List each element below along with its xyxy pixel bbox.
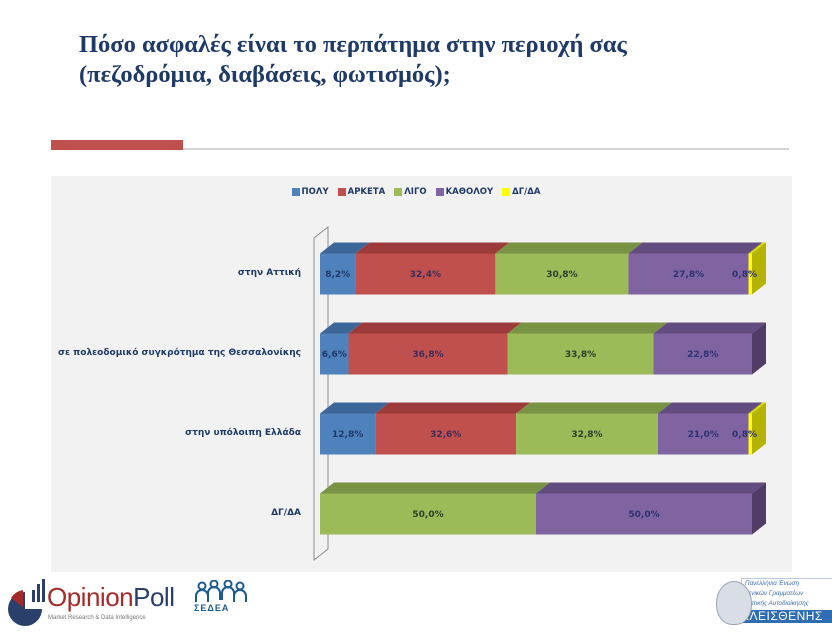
category-label: στην υπόλοιπη Ελλάδα: [185, 428, 301, 438]
legend-item: ΠΟΛΥ: [291, 187, 329, 197]
data-label: 32,6%: [430, 430, 461, 440]
bar-segment: [653, 333, 752, 375]
bar-segment-top: [748, 402, 766, 414]
bar-segment-top: [355, 242, 510, 254]
kleisthenis-name: ΚΛΕΙΣΘΕΝΗΣ: [737, 610, 832, 623]
title-accent-bar: [51, 140, 183, 150]
people-group-icon: [195, 580, 247, 602]
legend-item: ΛΙΓΟ: [394, 187, 427, 197]
category-label: ΔΓ/ΔΑ: [271, 508, 301, 518]
data-label: 36,8%: [412, 350, 443, 360]
bar-segment-top: [375, 402, 531, 414]
legend-swatch: [337, 188, 346, 196]
data-label: 6,6%: [322, 350, 347, 360]
title-divider-line: [183, 148, 789, 150]
chart-legend: ΠΟΛΥ ΑΡΚΕΤΑ ΛΙΓΟ ΚΑΘΟΛΟΥ ΔΓ/ΔΑ: [0, 187, 832, 197]
bar-segment: [375, 413, 517, 455]
bar-segment: [516, 413, 658, 455]
bar-segment: [536, 493, 752, 535]
bar-segment: [320, 413, 376, 455]
bar-segment-top: [516, 402, 672, 414]
bar-segment-top: [495, 242, 643, 254]
data-label: 22,8%: [687, 350, 718, 360]
opinionpoll-tagline: Market Research & Data Intelligence: [48, 615, 146, 621]
bar-segment-top: [653, 322, 766, 334]
legend-label: ΔΓ/ΔΑ: [512, 187, 541, 197]
legend-label: ΚΑΘΟΛΟΥ: [445, 187, 494, 197]
bar-segment-top: [507, 322, 668, 334]
data-label: 50,0%: [628, 510, 659, 520]
bar-segment-side: [752, 322, 766, 375]
bar-segment-top: [536, 482, 766, 494]
data-label: 30,8%: [546, 270, 577, 280]
opinionpoll-wordmark: OpinionPoll: [47, 582, 175, 612]
data-label: 21,0%: [688, 430, 719, 440]
bar-segment: [355, 253, 496, 295]
data-label: 12,8%: [332, 430, 363, 440]
title-line-1: Πόσο ασφαλές είναι το περπάτημα στην περ…: [79, 31, 627, 58]
kleisthenis-logo: Πανελλήνια Ένωση Γενικών Γραμματέων Τοπι…: [715, 577, 832, 627]
legend-swatch: [502, 188, 511, 196]
bar-segment-side: [752, 482, 766, 535]
page-title: Πόσο ασφαλές είναι το περπάτημα στην περ…: [79, 30, 799, 90]
bar-segment: [320, 253, 356, 295]
category-label: στην Αττική: [237, 268, 301, 278]
bar-segment-side: [752, 402, 766, 455]
bar-segment: [495, 253, 629, 295]
bar-segment: [348, 333, 508, 375]
kleisthenis-line-1: Πανελλήνια Ένωση: [745, 580, 799, 587]
legend-label: ΑΡΚΕΤΑ: [347, 187, 386, 197]
bar-segment-top: [657, 402, 763, 414]
bar-segment: [628, 253, 749, 295]
data-label: 32,4%: [410, 270, 441, 280]
bar-segment: [748, 253, 752, 295]
kleisthenis-line-3: Τοπικής Αυτοδιοίκησης: [745, 600, 809, 607]
bar-segment-top: [320, 402, 390, 414]
legend-label: ΛΙΓΟ: [404, 187, 427, 197]
bar-segment-top: [320, 322, 363, 334]
bar-segment-top: [320, 242, 370, 254]
bar-segment: [657, 413, 749, 455]
bar-segment-top: [348, 322, 522, 334]
data-label: 8,2%: [325, 270, 350, 280]
data-label: 27,8%: [673, 270, 704, 280]
legend-item: ΚΑΘΟΛΟΥ: [435, 187, 494, 197]
bar-segment: [320, 493, 536, 535]
bar-segment: [507, 333, 654, 375]
chart-axis-wall: [313, 225, 329, 562]
bar-segment-side: [752, 242, 766, 295]
bar-segment-top: [748, 242, 766, 254]
legend-swatch: [435, 188, 444, 196]
category-label: σε πολεοδομικό συγκρότημα της Θεσσαλονίκ…: [57, 348, 301, 358]
data-label: 50,0%: [412, 510, 443, 520]
title-line-2: (πεζοδρόμια, διαβάσεις, φωτισμός);: [79, 61, 451, 88]
legend-label: ΠΟΛΥ: [301, 187, 329, 197]
bar-segment: [748, 413, 752, 455]
data-label: 0,8%: [732, 430, 757, 440]
pie-chart-logo-icon: [8, 579, 45, 626]
sedea-wordmark: ΣΕΔΕΑ: [194, 603, 230, 613]
opinionpoll-logo: OpinionPoll Market Research & Data Intel…: [5, 578, 175, 630]
sedea-logo: ΣΕΔΕΑ: [192, 580, 252, 616]
legend-item: ΑΡΚΕΤΑ: [337, 187, 386, 197]
bar-segment-top: [320, 482, 550, 494]
data-label: 33,8%: [565, 350, 596, 360]
legend-swatch: [394, 188, 403, 196]
bust-portrait-icon: [716, 581, 752, 625]
data-label: 32,8%: [571, 430, 602, 440]
legend-item: ΔΓ/ΔΑ: [502, 187, 540, 197]
legend-swatch: [291, 188, 300, 196]
bar-segment: [320, 333, 349, 375]
data-label: 0,8%: [732, 270, 757, 280]
kleisthenis-line-2: Γενικών Γραμματέων: [745, 590, 804, 597]
bar-segment-top: [628, 242, 763, 254]
